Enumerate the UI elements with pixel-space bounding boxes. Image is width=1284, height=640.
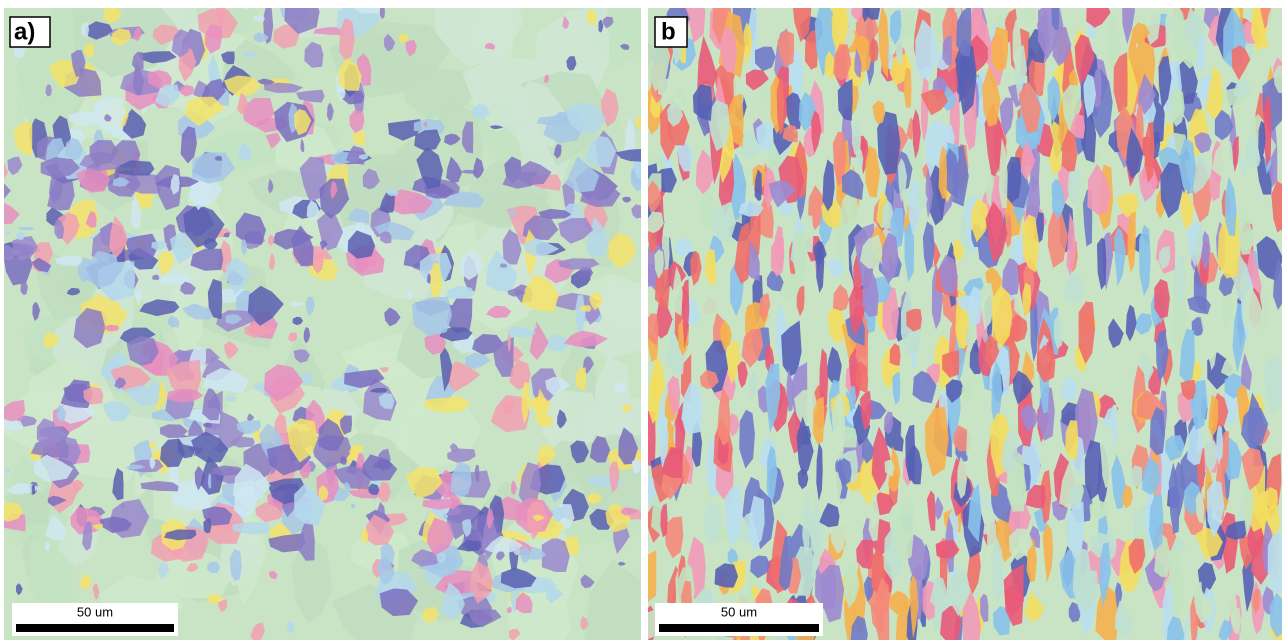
label-b: b: [655, 17, 687, 47]
grain: [0, 421, 23, 431]
scale-line: [659, 624, 819, 632]
scale-bar-a: 50 um: [12, 603, 178, 636]
panel-label: a): [14, 18, 35, 45]
grain: [1052, 0, 1060, 31]
grain: [641, 610, 657, 640]
micrograph-a: [0, 0, 698, 640]
panel-label: b: [661, 18, 676, 45]
grain: [0, 400, 25, 421]
scale-line: [16, 624, 174, 632]
grain: [0, 203, 1, 217]
page: a) b 50 um 50 um (() => { const data = J…: [0, 0, 1284, 640]
micrograph-b: [639, 0, 1284, 640]
scale-label: 50 um: [77, 604, 113, 619]
figure: a) b 50 um 50 um: [0, 0, 1284, 640]
label-a: a): [10, 17, 50, 47]
scale-bar-b: 50 um: [655, 603, 823, 636]
grain: [0, 233, 5, 266]
grain: [640, 550, 656, 603]
scale-label: 50 um: [721, 604, 757, 619]
grain: [81, 22, 89, 36]
